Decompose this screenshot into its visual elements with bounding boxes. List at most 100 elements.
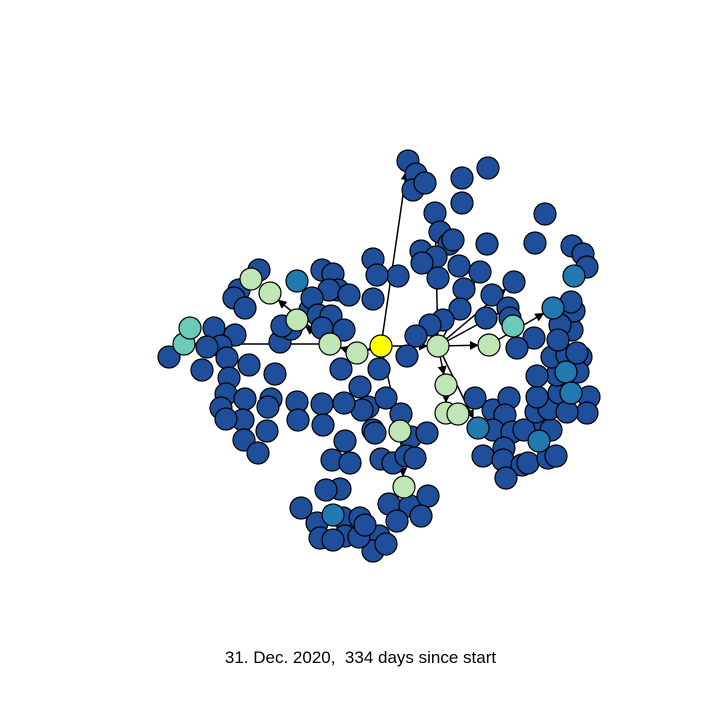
graph-node	[214, 407, 238, 431]
graph-node	[546, 328, 570, 352]
graph-node	[426, 334, 450, 358]
edge-arrow	[442, 355, 474, 419]
graph-node	[522, 326, 546, 350]
graph-node	[255, 419, 279, 443]
graph-node	[415, 421, 439, 445]
graph-node	[395, 344, 419, 368]
graph-node	[544, 444, 568, 468]
graph-node	[413, 171, 437, 195]
graph-node	[321, 528, 345, 552]
graph-node	[311, 413, 335, 437]
graph-node	[233, 387, 257, 411]
graph-node	[501, 314, 525, 338]
graph-node	[565, 341, 589, 365]
graph-node	[361, 287, 385, 311]
graph-node	[575, 401, 599, 425]
graph-node	[404, 324, 428, 348]
graph-node	[525, 364, 549, 388]
graph-node	[562, 264, 586, 288]
graph-node	[374, 386, 398, 410]
graph-node	[310, 392, 334, 416]
graph-node	[555, 400, 579, 424]
graph-node	[559, 381, 583, 405]
graph-node	[477, 333, 501, 357]
graph-node	[345, 341, 369, 365]
graph-node	[258, 281, 282, 305]
graph-node	[527, 429, 551, 453]
graph-node	[476, 156, 500, 180]
graph-node	[468, 260, 492, 284]
graph-node	[353, 513, 377, 537]
graph-node	[314, 478, 338, 502]
graph-node	[388, 419, 412, 443]
graph-node	[554, 360, 578, 384]
graph-node	[333, 429, 357, 453]
graph-node	[525, 385, 549, 409]
graph-node	[448, 297, 472, 321]
graph-node	[246, 441, 270, 465]
graph-node	[178, 316, 202, 340]
graph-node	[233, 296, 257, 320]
graph-node	[239, 267, 263, 291]
edge-arrow	[381, 170, 410, 336]
graph-node	[385, 509, 409, 533]
graph-node	[423, 201, 447, 225]
graph-node	[337, 283, 361, 307]
graph-node	[480, 283, 504, 307]
graph-node	[474, 306, 498, 330]
graph-node	[409, 504, 433, 528]
graph-node	[374, 532, 398, 556]
graph-node	[450, 191, 474, 215]
graph-node	[466, 416, 490, 440]
graph-node	[285, 269, 309, 293]
graph-node	[541, 296, 565, 320]
graph-node	[256, 395, 280, 419]
graph-node	[237, 353, 261, 377]
graph-node	[332, 391, 356, 415]
graph-node	[447, 254, 471, 278]
graph-node	[392, 475, 416, 499]
graph-node	[365, 263, 389, 287]
graph-node	[157, 345, 181, 369]
graph-node	[190, 358, 214, 382]
graph-node	[463, 386, 487, 410]
graph-node	[410, 251, 434, 275]
graph-node	[450, 166, 474, 190]
graph-node	[263, 362, 287, 386]
nodes-layer	[157, 149, 601, 563]
graph-node	[348, 375, 372, 399]
graph-node	[403, 446, 427, 470]
graph-node	[533, 202, 557, 226]
graph-node	[285, 308, 309, 332]
graph-node	[441, 228, 465, 252]
date-caption: 31. Dec. 2020, 334 days since start	[224, 648, 497, 667]
graph-node	[329, 357, 353, 381]
graph-node	[416, 484, 440, 508]
edge-arrow	[437, 356, 447, 376]
graph-node	[475, 232, 499, 256]
graph-node	[289, 496, 313, 520]
graph-node	[215, 346, 239, 370]
graph-node	[452, 277, 476, 301]
graph-node	[471, 444, 495, 468]
root-node	[369, 334, 393, 358]
graph-node	[446, 402, 470, 426]
edge-arrow	[448, 340, 479, 350]
graph-node	[523, 231, 547, 255]
graph-node	[195, 335, 219, 359]
graph-node	[363, 421, 387, 445]
graph-node	[318, 332, 342, 356]
graph-node	[321, 503, 345, 527]
graph-node	[367, 357, 391, 381]
graph-node	[386, 264, 410, 288]
graph-node	[516, 451, 540, 475]
graph-node	[494, 466, 518, 490]
graph-node	[502, 270, 526, 294]
graph-node	[426, 266, 450, 290]
graph-node	[332, 318, 356, 342]
graph-node	[286, 408, 310, 432]
edge-arrow	[339, 345, 350, 355]
graph-node	[338, 451, 362, 475]
